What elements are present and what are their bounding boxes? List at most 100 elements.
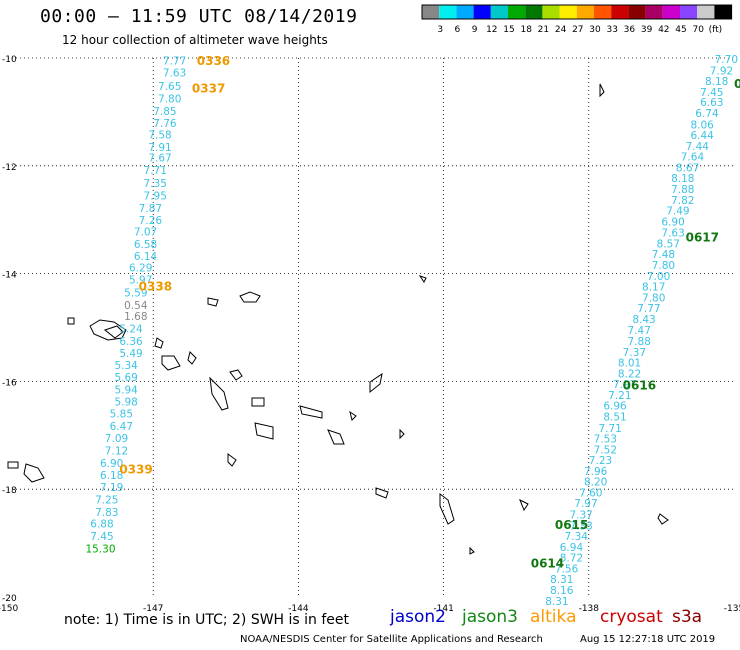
pass-time-label: 0617 [686, 230, 719, 244]
pass-time-label: 0337 [192, 82, 225, 96]
wave-height-value: 7.44 [686, 141, 710, 153]
legend-altika: altika [530, 607, 577, 627]
pass-time-label: 0336 [197, 54, 230, 68]
wave-height-value: 7.80 [158, 93, 181, 105]
wave-height-value: 6.90 [661, 216, 684, 228]
wave-height-value: 7.12 [105, 445, 128, 457]
island [349, 410, 357, 421]
wave-height-value: 5.49 [119, 348, 142, 360]
wave-height-value: 7.77 [163, 56, 186, 68]
wave-height-value: 7.07 [134, 227, 157, 239]
colorbar-swatch [439, 5, 457, 19]
credit-line: NOAA/NESDIS Center for Satellite Applica… [240, 634, 543, 645]
colorbar-swatch [714, 5, 732, 19]
wave-height-value: 7.67 [148, 153, 171, 165]
wave-height-value: 7.77 [637, 303, 660, 315]
wave-height-value: 6.94 [560, 542, 584, 554]
wave-height-value: 7.80 [652, 260, 675, 272]
wave-height-value: 6.44 [690, 130, 714, 142]
wave-height-value: 7.45 [90, 531, 113, 543]
wave-height-value: 5.85 [110, 409, 133, 421]
colorbar-frame [421, 4, 733, 20]
colorbar-swatch [662, 5, 680, 19]
colorbar-label: 18 [520, 25, 532, 35]
colorbar-label: (ft) [709, 25, 723, 35]
wave-height-value: 7.63 [163, 68, 186, 80]
wave-height-value: 6.14 [134, 251, 158, 263]
wave-height-value: 6.88 [90, 519, 113, 531]
wave-height-value: 7.21 [608, 390, 631, 402]
wave-height-value: 6.29 [129, 263, 152, 275]
wave-height-value: 7.56 [555, 563, 579, 575]
island [251, 397, 265, 407]
wave-height-value: 5.97 [129, 275, 152, 287]
wave-height-value: 6.58 [134, 239, 157, 251]
colorbar-label: 6 [455, 25, 461, 35]
wave-height-value: 7.65 [158, 81, 181, 93]
wave-height-value: 8.57 [657, 238, 680, 250]
wave-height-value: 5.24 [119, 324, 143, 336]
wave-height-value: 7.47 [628, 325, 651, 337]
generated-timestamp: Aug 15 12:27:18 UTC 2019 [580, 634, 716, 645]
wave-height-value: 8.06 [690, 119, 714, 131]
colorbar-label: 15 [503, 25, 514, 35]
wave-height-value: 8.43 [632, 314, 655, 326]
island [207, 297, 219, 307]
colorbar-label: 12 [486, 25, 497, 35]
wave-height-value: 7.71 [144, 165, 167, 177]
island [23, 463, 45, 483]
wave-height-value: 7.87 [139, 203, 162, 215]
lon-tick-label: -144 [288, 604, 309, 614]
wave-height-value: 7.25 [95, 494, 118, 506]
colorbar-label: 36 [624, 25, 636, 35]
legend-cryosat: cryosat [600, 607, 663, 627]
wave-height-value: 6.90 [100, 458, 123, 470]
pass-time-label: 0616 [623, 379, 656, 393]
wave-height-value: 7.97 [574, 498, 597, 510]
wave-height-value: 8.18 [671, 173, 694, 185]
island [239, 291, 261, 303]
wave-height-value: 8.72 [560, 553, 583, 565]
wave-height-value: 7.09 [105, 433, 128, 445]
lon-tick-label: -150 [0, 604, 18, 614]
island [89, 319, 127, 341]
lat-tick-label: -20 [2, 594, 17, 604]
wave-height-value: 7.19 [100, 482, 123, 494]
wave-height-value: 8.22 [618, 368, 641, 380]
wave-height-value: 5.98 [114, 396, 137, 408]
island [399, 428, 405, 440]
lat-tick-label: -16 [2, 378, 17, 388]
island [327, 429, 345, 445]
wave-height-value: 1.68 [124, 311, 147, 323]
wave-height-value: 8.67 [676, 162, 699, 174]
island [375, 487, 389, 499]
wave-height-value: 7.58 [148, 130, 171, 142]
colorbar-swatch [680, 5, 698, 19]
map-title: 00:00 – 11:59 UTC 08/14/2019 [40, 6, 358, 27]
lon-tick-label: -135 [724, 604, 740, 614]
island [254, 422, 274, 440]
wave-height-value: 6.63 [700, 97, 723, 109]
wave-height-value: 7.88 [628, 336, 651, 348]
wave-height-value: 7.00 [647, 271, 670, 283]
island [369, 372, 383, 394]
colorbar-label: 45 [675, 25, 686, 35]
colorbar-swatch [542, 5, 560, 19]
colorbar-swatch [559, 5, 577, 19]
pass-time-label: 0338 [139, 279, 172, 293]
wave-height-value: 7.37 [623, 347, 646, 359]
wave-height-value: 7.91 [148, 142, 171, 154]
colorbar-label: 24 [555, 25, 567, 35]
colorbar-label: 21 [538, 25, 549, 35]
wave-height-value: 5.69 [114, 372, 137, 384]
footnote: note: 1) Time is in UTC; 2) SWH is in fe… [64, 612, 350, 628]
wave-height-value: 7.97 [613, 379, 636, 391]
wave-height-value: 5.34 [114, 360, 138, 372]
island [657, 513, 669, 525]
wave-height-value: 8.17 [642, 282, 665, 294]
colorbar-legend: 3 6 9 12 15 18 21 24 27 30 33 36 39 42 45 70 (ft) [421, 4, 733, 35]
island [187, 351, 197, 365]
colorbar-label: 30 [589, 25, 601, 35]
wave-height-value: 7.35 [144, 178, 167, 190]
